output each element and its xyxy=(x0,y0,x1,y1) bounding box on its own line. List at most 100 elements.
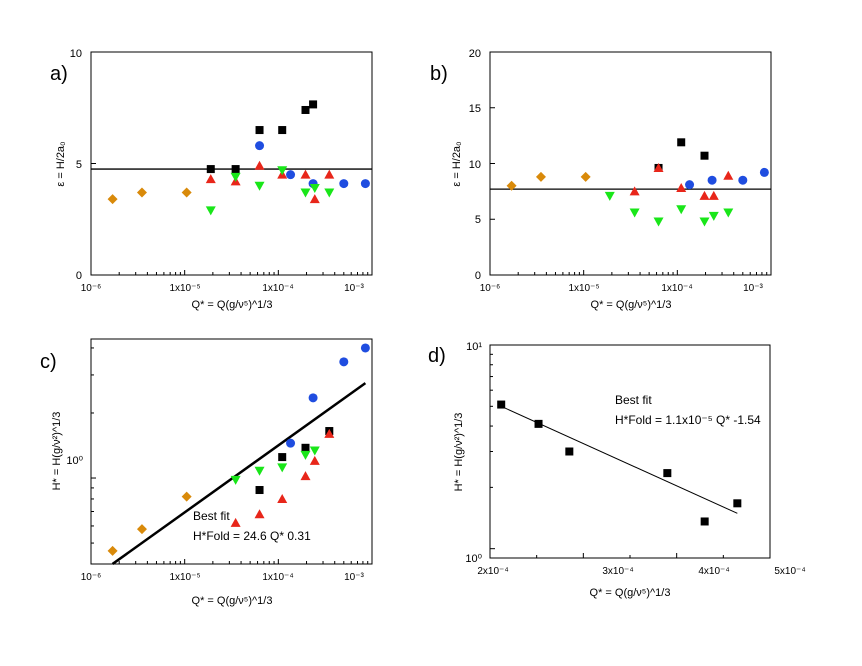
c-data-point xyxy=(136,524,147,535)
d-xtick-label: 2x10⁻⁴ xyxy=(477,566,508,577)
a-data-point xyxy=(301,105,310,114)
b-ytick-label: 10 xyxy=(469,159,481,171)
a-data-point xyxy=(309,100,318,109)
a-ytick-label: 0 xyxy=(76,270,82,282)
b-data-point xyxy=(506,180,517,191)
d-data-point xyxy=(497,400,506,409)
b-data-point xyxy=(723,208,734,218)
a-xtick-label: 10⁻³ xyxy=(344,283,364,294)
a-data-point xyxy=(231,165,240,174)
c-data-point xyxy=(278,453,287,462)
b-data-point xyxy=(700,151,709,160)
c-data-point xyxy=(301,443,310,452)
d-fit-title: Best fit xyxy=(615,393,652,407)
d-xtick-label: 3x10⁻⁴ xyxy=(602,566,633,577)
b-data-point xyxy=(738,175,748,185)
c-data-point xyxy=(254,509,265,519)
d-data-point xyxy=(733,499,742,508)
a-data-point xyxy=(205,206,216,216)
c-data-point xyxy=(309,455,320,465)
b-ytick-label: 5 xyxy=(475,214,481,226)
c-data-point xyxy=(181,491,192,502)
c-data-point xyxy=(324,428,335,438)
b-data-point xyxy=(677,138,686,147)
a-data-point xyxy=(300,169,311,179)
b-data-point xyxy=(699,190,710,200)
c-data-point xyxy=(255,486,264,495)
b-ytick-label: 0 xyxy=(475,270,481,282)
d-xtick-label: 4x10⁻⁴ xyxy=(698,566,729,577)
d-data-point xyxy=(534,419,543,428)
c-data-point xyxy=(277,493,288,503)
b-data-point xyxy=(723,170,734,180)
b-xtick-label: 10⁻⁶ xyxy=(480,283,501,294)
d-y-axis-label: H* = H(g/ν²)^1/3 xyxy=(453,413,465,492)
c-xtick-label: 1x10⁻⁴ xyxy=(262,572,293,583)
panel-c-label: c) xyxy=(40,351,57,373)
d-data-point xyxy=(700,517,709,526)
a-data-point xyxy=(286,170,296,180)
b-data-point xyxy=(708,190,719,200)
b-x-axis-label: Q* = Q(g/ν⁵)^1/3 xyxy=(591,299,672,311)
a-data-point xyxy=(230,172,241,182)
d-data-point xyxy=(663,469,672,478)
b-data-point xyxy=(653,162,664,172)
b-data-point xyxy=(708,211,719,221)
c-fit-title: Best fit xyxy=(193,509,230,523)
c-data-point xyxy=(230,475,241,485)
a-y-axis-label: ε = H/2a₀ xyxy=(55,141,67,186)
panel-d-label: d) xyxy=(428,345,446,367)
d-ytick-label: 10¹ xyxy=(466,341,482,353)
a-data-point xyxy=(255,141,265,151)
a-xtick-label: 10⁻⁶ xyxy=(81,283,102,294)
a-ytick-label: 10 xyxy=(70,48,82,60)
c-xtick-label: 1x10⁻⁵ xyxy=(169,572,200,583)
c-data-point xyxy=(277,463,288,473)
a-data-point xyxy=(255,126,264,135)
a-data-point xyxy=(107,194,118,205)
a-data-point xyxy=(360,179,370,189)
d-data-point xyxy=(565,447,574,456)
b-data-point xyxy=(676,183,687,193)
c-ytick-label: 10⁰ xyxy=(66,455,83,467)
a-data-point xyxy=(309,194,320,204)
b-data-point xyxy=(535,171,546,182)
a-data-point xyxy=(136,187,147,198)
a-data-point xyxy=(309,184,320,194)
c-data-point xyxy=(230,517,241,527)
a-ytick-label: 5 xyxy=(76,159,82,171)
b-data-point xyxy=(604,191,615,201)
d-x-axis-label: Q* = Q(g/ν⁵)^1/3 xyxy=(590,587,671,599)
d-ytick-label: 10⁰ xyxy=(465,553,482,565)
a-data-point xyxy=(278,126,287,135)
d-fit-equation: H*Fold = 1.1x10⁻⁵ Q* -1.54 xyxy=(615,413,761,427)
a-data-point xyxy=(181,187,192,198)
c-data-point xyxy=(107,545,118,556)
c-x-axis-label: Q* = Q(g/ν⁵)^1/3 xyxy=(192,595,273,607)
b-ytick-label: 15 xyxy=(469,103,481,115)
c-data-point xyxy=(300,471,311,481)
b-data-point xyxy=(707,175,717,185)
a-data-point xyxy=(324,169,335,179)
a-data-point xyxy=(205,174,216,184)
c-data-point xyxy=(286,438,296,448)
c-data-point xyxy=(339,357,349,367)
a-data-point xyxy=(254,181,265,191)
a-data-point xyxy=(324,188,335,198)
b-xtick-label: 1x10⁻⁵ xyxy=(568,283,599,294)
a-data-point xyxy=(206,165,215,174)
a-data-point xyxy=(339,179,349,189)
b-data-point xyxy=(676,205,687,215)
a-data-point xyxy=(277,166,288,176)
b-data-point xyxy=(629,186,640,196)
b-data-point xyxy=(653,217,664,227)
a-xtick-label: 1x10⁻⁵ xyxy=(169,283,200,294)
panel-a-label: a) xyxy=(50,63,68,85)
b-xtick-label: 10⁻³ xyxy=(743,283,763,294)
panel-c-frame xyxy=(90,338,373,565)
a-xtick-label: 1x10⁻⁴ xyxy=(262,283,293,294)
b-xtick-label: 1x10⁻⁴ xyxy=(661,283,692,294)
a-data-point xyxy=(300,188,311,198)
d-xtick-label: 5x10⁻⁴ xyxy=(774,566,805,577)
